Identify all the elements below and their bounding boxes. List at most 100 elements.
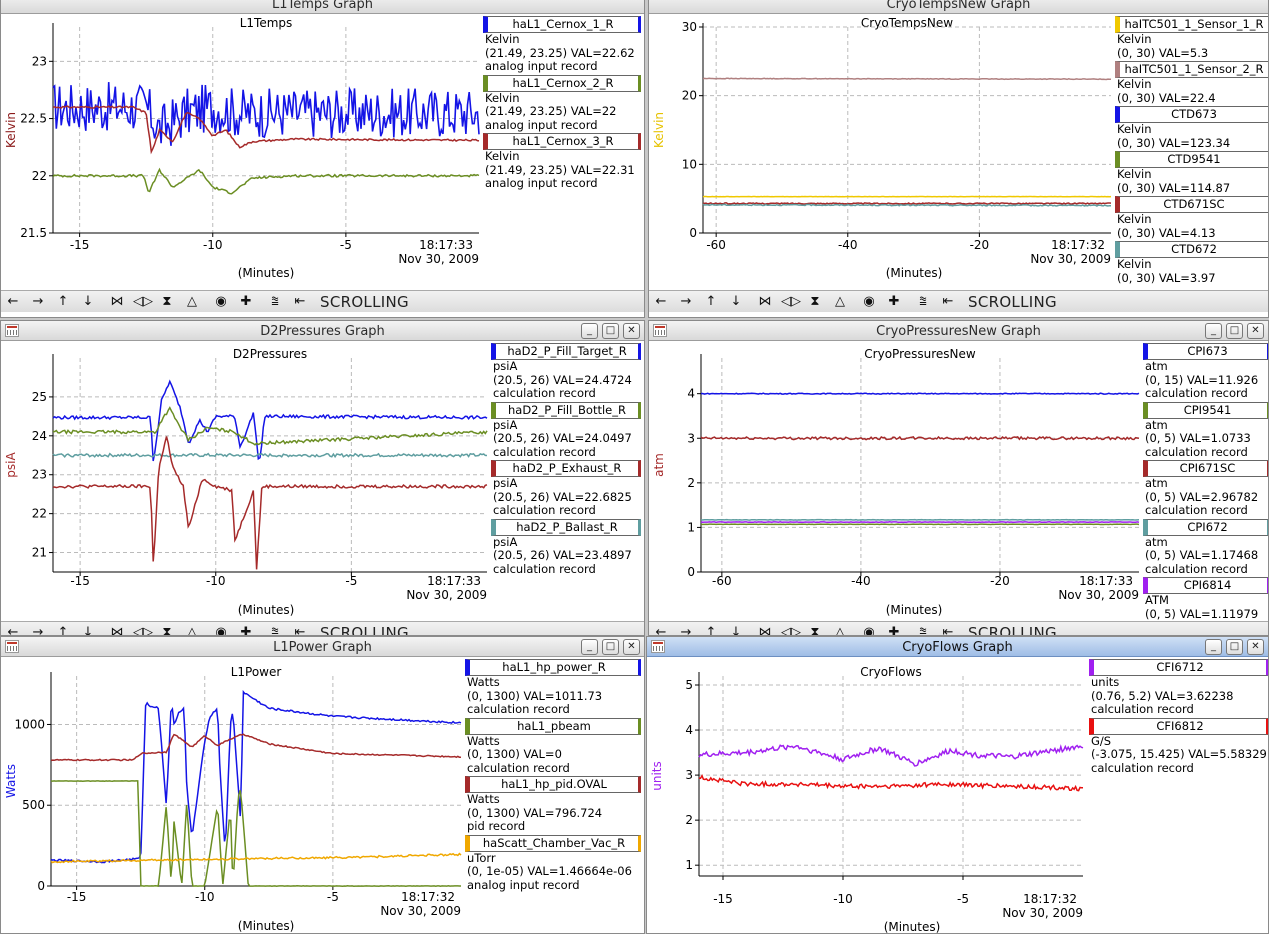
plot-area: CryoTempsNew 0 10 20 30 -60 -40 -20 Kelvin 18:17:… — [649, 15, 1115, 290]
arrow-down-icon[interactable]: ↓ — [730, 625, 742, 636]
zoom-out-horizontal-icon[interactable]: ◁▷ — [781, 294, 801, 309]
series-line-haL1_Cernox_3_R — [52, 105, 480, 155]
center-icon[interactable]: ◉ — [863, 294, 875, 309]
zoom-out-vertical-icon[interactable]: △ — [835, 625, 845, 636]
arrow-left-icon[interactable]: ← — [655, 294, 667, 309]
legend-series-name[interactable]: CTD673 — [1115, 106, 1268, 123]
title-bar[interactable]: CryoFlows Graph _ □ ✕ — [647, 637, 1268, 657]
legend-series-name[interactable]: CTD9541 — [1115, 151, 1268, 168]
legend-series-name[interactable]: CPI672 — [1143, 518, 1268, 536]
plus-icon[interactable]: ✚ — [888, 294, 900, 309]
arrow-left-icon[interactable]: ← — [7, 294, 19, 309]
legend-units: psiA — [493, 534, 518, 549]
close-button[interactable]: ✕ — [1247, 323, 1264, 339]
minimize-button[interactable]: _ — [581, 323, 598, 339]
arrow-down-icon[interactable]: ↓ — [730, 294, 742, 309]
series-line-haD2_P_Fill_Target_R — [52, 379, 488, 462]
title-bar[interactable]: L1Temps Graph — [1, 0, 644, 14]
scroll-back-icon[interactable]: ⇤ — [942, 625, 954, 636]
legend-record: analog input record — [485, 117, 598, 132]
legend-series-name[interactable]: haL1_Cernox_1_R — [483, 16, 641, 33]
zoom-in-vertical-icon[interactable]: ⧗ — [162, 294, 172, 309]
plot-area: CryoPressuresNew 0 1 2 3 4 -60 -40 -20 atm 18:17:3… — [649, 342, 1143, 617]
arrow-down-icon[interactable]: ↓ — [82, 294, 94, 309]
legend-series-name[interactable]: haL1_hp_pid.OVAL — [465, 776, 641, 793]
zoom-out-vertical-icon[interactable]: △ — [835, 294, 845, 309]
zoom-out-horizontal-icon[interactable]: ◁▷ — [781, 625, 801, 636]
autoscale-icon[interactable]: ⩰ — [271, 294, 279, 309]
zoom-in-vertical-icon[interactable]: ⧗ — [162, 625, 172, 636]
arrow-up-icon[interactable]: ↑ — [705, 294, 717, 309]
plus-icon[interactable]: ✚ — [888, 625, 900, 636]
minimize-button[interactable]: _ — [1205, 639, 1222, 655]
autoscale-icon[interactable]: ⩰ — [919, 625, 927, 636]
title-bar[interactable]: L1Power Graph _ □ ✕ — [1, 637, 644, 657]
legend-series-name[interactable]: haL1_Cernox_3_R — [483, 133, 641, 150]
scroll-back-icon[interactable]: ⇤ — [294, 294, 306, 309]
arrow-up-icon[interactable]: ↑ — [705, 625, 717, 636]
legend-series-name[interactable]: haD2_P_Fill_Bottle_R — [491, 401, 641, 419]
legend-series-name[interactable]: CPI6814 — [1143, 577, 1268, 594]
arrow-left-icon[interactable]: ← — [655, 625, 667, 636]
arrow-up-icon[interactable]: ↑ — [57, 294, 69, 309]
arrow-left-icon[interactable]: ← — [7, 625, 19, 636]
zoom-in-horizontal-icon[interactable]: ⋈ — [110, 625, 124, 636]
zoom-in-horizontal-icon[interactable]: ⋈ — [758, 625, 772, 636]
zoom-in-vertical-icon[interactable]: ⧗ — [810, 625, 820, 636]
legend-series-name[interactable]: haD2_P_Exhaust_R — [491, 460, 641, 477]
plot-title: D2Pressures — [233, 347, 307, 361]
close-button[interactable]: ✕ — [623, 323, 640, 339]
arrow-right-icon[interactable]: → — [32, 625, 44, 636]
zoom-out-horizontal-icon[interactable]: ◁▷ — [133, 294, 153, 309]
legend-series-name[interactable]: haD2_P_Fill_Target_R — [491, 343, 641, 360]
scroll-back-icon[interactable]: ⇤ — [294, 625, 306, 636]
legend-series-name[interactable]: haITC501_1_Sensor_1_R — [1115, 16, 1268, 33]
close-button[interactable]: ✕ — [1247, 639, 1264, 655]
legend-series-name[interactable]: haL1_Cernox_2_R — [483, 74, 641, 92]
autoscale-icon[interactable]: ⩰ — [919, 294, 927, 309]
legend-series-name[interactable]: haITC501_1_Sensor_2_R — [1115, 61, 1268, 78]
arrow-right-icon[interactable]: → — [680, 625, 692, 636]
center-icon[interactable]: ◉ — [215, 294, 227, 309]
zoom-out-horizontal-icon[interactable]: ◁▷ — [133, 625, 153, 636]
legend-series-name[interactable]: CFI6812 — [1089, 717, 1268, 735]
zoom-out-vertical-icon[interactable]: △ — [187, 294, 197, 309]
minimize-button[interactable]: _ — [581, 639, 598, 655]
scroll-back-icon[interactable]: ⇤ — [942, 294, 954, 309]
arrow-right-icon[interactable]: → — [32, 294, 44, 309]
zoom-in-horizontal-icon[interactable]: ⋈ — [110, 294, 124, 309]
title-bar[interactable]: D2Pressures Graph _ □ ✕ — [1, 321, 644, 341]
legend-series-name[interactable]: CPI671SC — [1143, 460, 1268, 477]
maximize-button[interactable]: □ — [602, 639, 619, 655]
center-icon[interactable]: ◉ — [863, 625, 875, 636]
legend-series-name[interactable]: haD2_P_Ballast_R — [491, 518, 641, 536]
minimize-button[interactable]: _ — [1205, 323, 1222, 339]
plus-icon[interactable]: ✚ — [240, 625, 252, 636]
x-tick-label: -20 — [990, 574, 1010, 588]
maximize-button[interactable]: □ — [602, 323, 619, 339]
maximize-button[interactable]: □ — [1226, 639, 1243, 655]
legend-series-name[interactable]: haL1_pbeam — [465, 717, 641, 735]
legend-series-name[interactable]: CPI673 — [1143, 343, 1268, 360]
zoom-in-horizontal-icon[interactable]: ⋈ — [758, 294, 772, 309]
arrow-right-icon[interactable]: → — [680, 294, 692, 309]
legend-series-name[interactable]: haL1_hp_power_R — [465, 659, 641, 676]
legend-series-name[interactable]: CPI9541 — [1143, 401, 1268, 419]
line-chart: L1Temps 21.5 22 22.5 23 -15 -10 -5 Kelvin 18:17:3… — [4, 16, 480, 280]
plus-icon[interactable]: ✚ — [240, 294, 252, 309]
legend-entry: CFI6712 units (0.76, 5.2) VAL=3.62238 calcu… — [1089, 659, 1268, 717]
autoscale-icon[interactable]: ⩰ — [271, 625, 279, 636]
zoom-out-vertical-icon[interactable]: △ — [187, 625, 197, 636]
legend-series-name[interactable]: CTD672 — [1115, 241, 1268, 258]
center-icon[interactable]: ◉ — [215, 625, 227, 636]
title-bar[interactable]: CryoPressuresNew Graph _ □ ✕ — [649, 321, 1268, 341]
title-bar[interactable]: CryoTempsNew Graph — [649, 0, 1268, 14]
legend-series-name[interactable]: haScatt_Chamber_Vac_R — [465, 834, 641, 852]
close-button[interactable]: ✕ — [623, 639, 640, 655]
zoom-in-vertical-icon[interactable]: ⧗ — [810, 294, 820, 309]
arrow-down-icon[interactable]: ↓ — [82, 625, 94, 636]
maximize-button[interactable]: □ — [1226, 323, 1243, 339]
legend-series-name[interactable]: CTD671SC — [1115, 196, 1268, 213]
arrow-up-icon[interactable]: ↑ — [57, 625, 69, 636]
legend-series-name[interactable]: CFI6712 — [1089, 659, 1268, 676]
